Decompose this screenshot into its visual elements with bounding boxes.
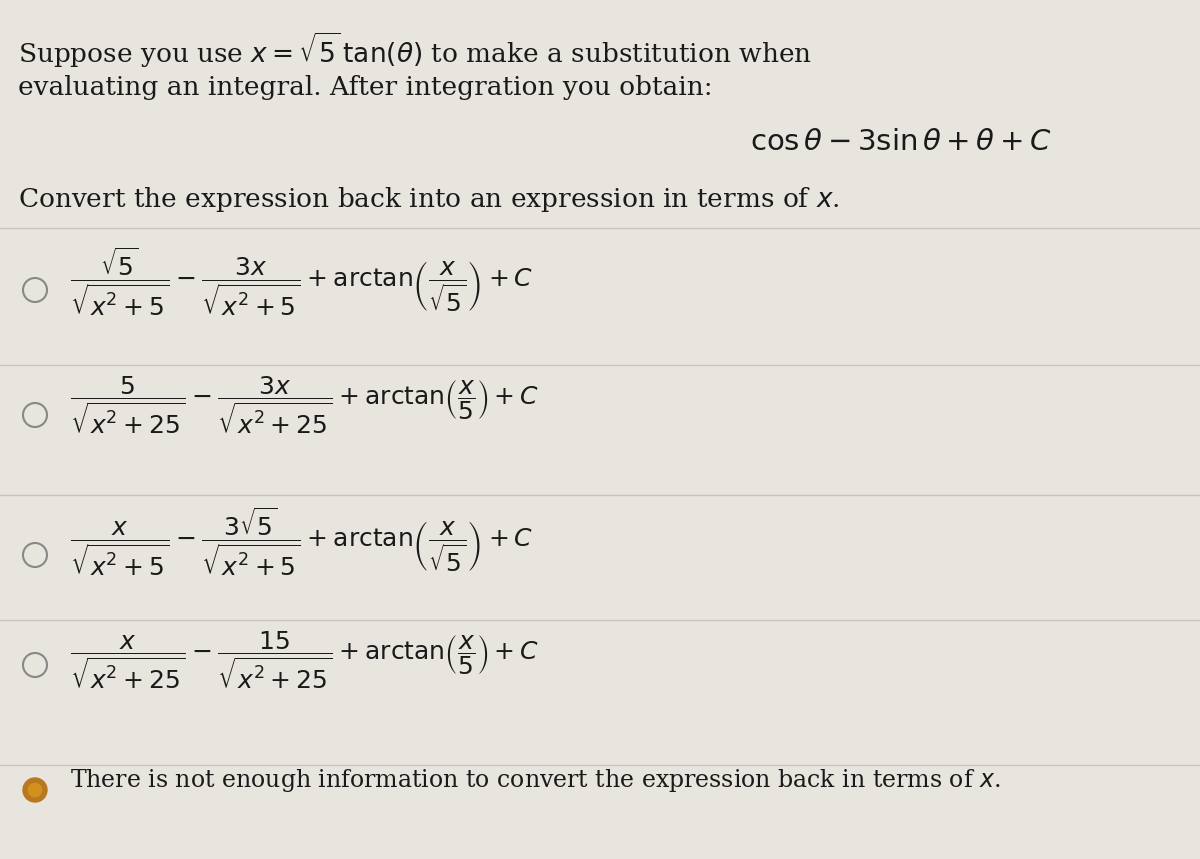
Text: $\dfrac{5}{\sqrt{x^2+25}} - \dfrac{3x}{\sqrt{x^2+25}} + \arctan\!\left(\dfrac{x}: $\dfrac{5}{\sqrt{x^2+25}} - \dfrac{3x}{\… bbox=[70, 375, 539, 437]
Text: Convert the expression back into an expression in terms of $x$.: Convert the expression back into an expr… bbox=[18, 185, 840, 214]
Text: evaluating an integral. After integration you obtain:: evaluating an integral. After integratio… bbox=[18, 75, 713, 100]
Text: $\dfrac{x}{\sqrt{x^2+25}} - \dfrac{15}{\sqrt{x^2+25}} + \arctan\!\left(\dfrac{x}: $\dfrac{x}{\sqrt{x^2+25}} - \dfrac{15}{\… bbox=[70, 630, 539, 692]
Text: $\dfrac{x}{\sqrt{x^2+5}} - \dfrac{3\sqrt{5}}{\sqrt{x^2+5}} + \arctan\!\left(\dfr: $\dfrac{x}{\sqrt{x^2+5}} - \dfrac{3\sqrt… bbox=[70, 505, 533, 578]
Text: There is not enough information to convert the expression back in terms of $x$.: There is not enough information to conve… bbox=[70, 766, 1001, 794]
Text: $\cos\theta - 3\sin\theta + \theta + C$: $\cos\theta - 3\sin\theta + \theta + C$ bbox=[750, 128, 1051, 156]
Text: $\dfrac{\sqrt{5}}{\sqrt{x^2+5}} - \dfrac{3x}{\sqrt{x^2+5}} + \arctan\!\left(\dfr: $\dfrac{\sqrt{5}}{\sqrt{x^2+5}} - \dfrac… bbox=[70, 245, 533, 318]
Circle shape bbox=[23, 778, 47, 802]
Text: Suppose you use $x = \sqrt{5}\,\tan(\theta)$ to make a substitution when: Suppose you use $x = \sqrt{5}\,\tan(\the… bbox=[18, 30, 812, 70]
Circle shape bbox=[29, 783, 42, 796]
